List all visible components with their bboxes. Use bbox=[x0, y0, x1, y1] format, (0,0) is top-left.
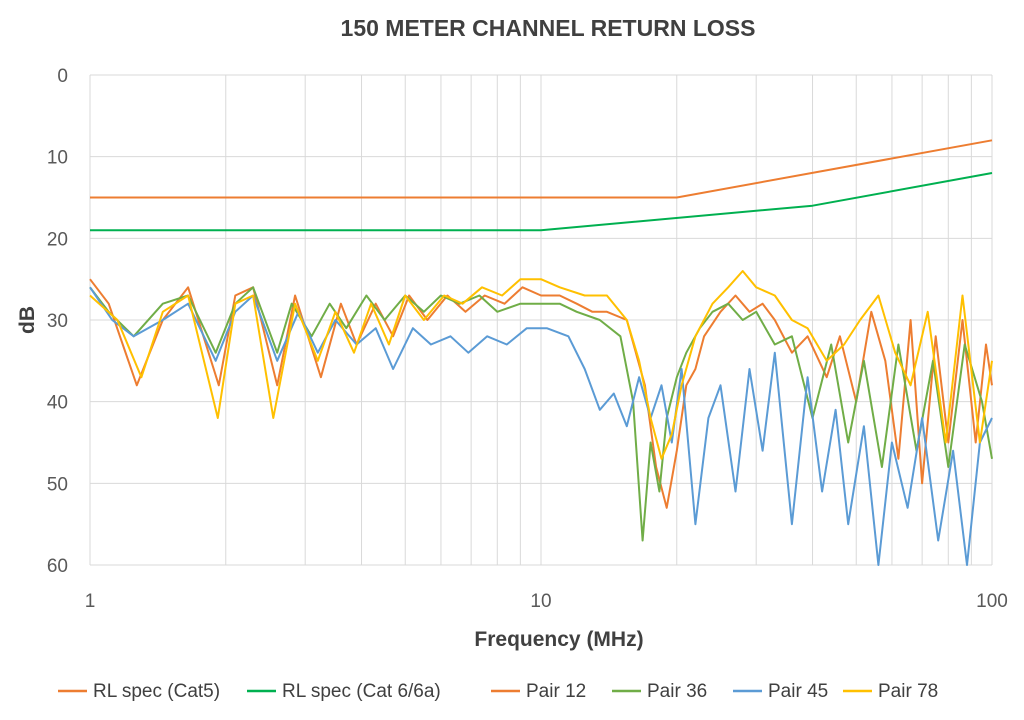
legend-label-1: RL spec (Cat5) bbox=[93, 681, 220, 702]
y-tick-label: 0 bbox=[57, 66, 68, 87]
legend-label-2: RL spec (Cat 6/6a) bbox=[282, 681, 441, 702]
series-line-2 bbox=[90, 172, 993, 232]
y-tick-label: 10 bbox=[47, 148, 68, 169]
y-axis-title: dB bbox=[16, 306, 39, 334]
y-tick-label: 20 bbox=[47, 229, 68, 250]
legend-label-6: Pair 78 bbox=[878, 681, 938, 702]
y-tick-label: 40 bbox=[47, 393, 68, 414]
y-tick-label: 50 bbox=[47, 474, 68, 495]
x-tick-label: 10 bbox=[530, 591, 551, 612]
legend-label-4: Pair 36 bbox=[647, 681, 707, 702]
x-axis-title: Frequency (MHz) bbox=[474, 628, 643, 651]
tick-labels: 0 10 20 30 40 50 60 1 10 100 bbox=[47, 66, 1008, 612]
x-tick-label: 1 bbox=[85, 591, 96, 612]
series-line-6 bbox=[89, 270, 993, 460]
y-tick-label: 60 bbox=[47, 556, 68, 577]
chart-title: 150 METER CHANNEL RETURN LOSS bbox=[341, 15, 756, 41]
legend: RL spec (Cat5) RL spec (Cat 6/6a) Pair 12 P… bbox=[58, 681, 938, 702]
legend-label-3: Pair 12 bbox=[526, 681, 586, 702]
series-line-4 bbox=[89, 286, 993, 542]
x-tick-label: 100 bbox=[976, 591, 1008, 612]
legend-label-5: Pair 45 bbox=[768, 681, 828, 702]
series-line-1 bbox=[90, 139, 993, 199]
series-group bbox=[89, 139, 993, 566]
grid bbox=[89, 74, 993, 566]
y-tick-label: 30 bbox=[47, 311, 68, 332]
